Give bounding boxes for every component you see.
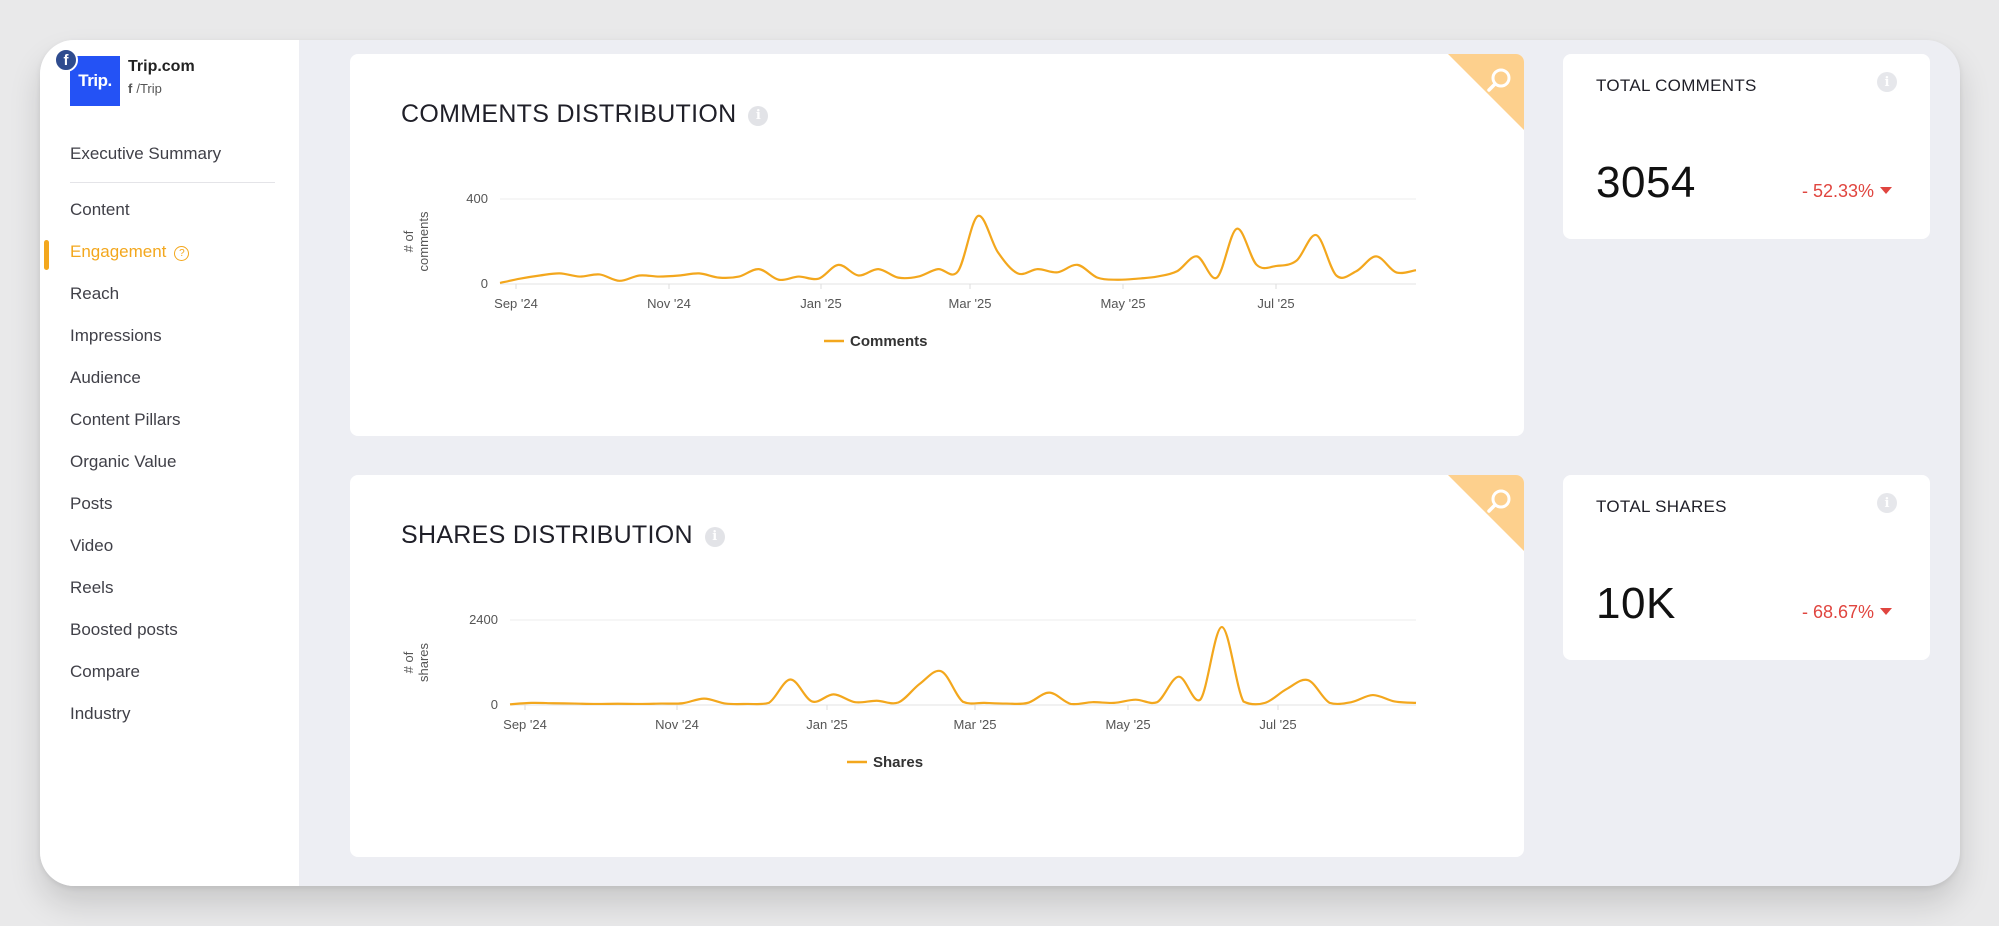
brand-handle: f/Trip [128,81,162,96]
x-tick-label: Nov '24 [647,296,691,311]
y-tick-label: 0 [481,276,488,291]
total-comments-card: TOTAL COMMENTS i 3054 - 52.33% [1563,54,1930,239]
app-window: Trip. f Trip.com f/Trip Executive Summar… [40,40,1960,886]
sidebar-item-industry[interactable]: Industry [70,704,130,724]
brand-name: Trip.com [128,58,195,75]
sidebar-item-label: Reach [70,284,120,303]
sidebar-item-label: Content Pillars [70,410,181,429]
corner-ribbon [1448,475,1524,551]
total-comments-title: TOTAL COMMENTS [1596,76,1757,95]
help-icon[interactable]: ? [174,246,190,261]
sidebar-item-engagement[interactable]: Engagement? [70,242,190,262]
zoom-corner-button[interactable] [1448,54,1524,130]
x-tick-label: Nov '24 [655,717,699,732]
sidebar-item-label: Content [70,200,130,219]
sidebar: Trip. f Trip.com f/Trip Executive Summar… [40,40,299,886]
info-icon[interactable]: i [704,526,725,547]
corner-ribbon [1448,54,1524,130]
sidebar-item-label: Compare [70,662,140,681]
total-comments-value: 3054 [1596,158,1696,207]
total-shares-title: TOTAL SHARES [1596,497,1727,516]
sidebar-item-label: Posts [70,494,113,513]
caret-down-icon [1880,187,1892,194]
y-tick-label: 0 [491,697,498,712]
info-icon[interactable]: i [1877,493,1897,513]
nav-divider [70,182,275,183]
change-text: - 52.33% [1801,181,1874,201]
sidebar-item-label: Engagement [70,242,167,261]
active-indicator [44,240,49,270]
sidebar-item-label: Boosted posts [70,620,178,639]
series-line-comments [499,214,1417,285]
sidebar-item-label: Impressions [70,326,162,345]
sidebar-item-label: Industry [70,704,131,723]
sidebar-item-label: Reels [70,578,114,597]
sidebar-item-label: Executive Summary [70,144,222,163]
sidebar-item-video[interactable]: Video [70,536,113,556]
shares-distribution-card: SHARES DISTRIBUTION i 0 2400 # ofshares Sep … [350,475,1524,857]
x-tick-label: Mar '25 [954,717,997,732]
sidebar-item-posts[interactable]: Posts [70,494,113,514]
sidebar-item-executive-summary[interactable]: Executive Summary [70,144,221,164]
total-shares-change: - 68.67% [1802,602,1892,623]
caret-down-icon [1880,608,1892,615]
sidebar-item-content[interactable]: Content [70,200,130,220]
comments-distribution-card: COMMENTS DISTRIBUTION i 0 400 # ofcomments S… [350,54,1524,436]
y-axis-label: # ofshares [401,642,431,682]
comments-title-text: COMMENTS DISTRIBUTION [401,100,737,128]
sidebar-item-impressions[interactable]: Impressions [70,326,162,346]
brand-header[interactable]: Trip. f Trip.com f/Trip [54,48,290,106]
shares-distribution-title: SHARES DISTRIBUTION i [401,521,725,550]
x-tick-label: Sep '24 [494,296,538,311]
sidebar-item-organic-value[interactable]: Organic Value [70,452,176,472]
x-tick-label: May '25 [1105,717,1150,732]
series-line-shares [509,625,1417,706]
y-tick-label: 400 [466,191,488,206]
sidebar-item-boosted-posts[interactable]: Boosted posts [70,620,178,640]
info-icon[interactable]: i [748,105,769,126]
sidebar-item-label: Audience [70,368,141,387]
x-tick-label: Jan '25 [800,296,842,311]
change-text: - 68.67% [1801,602,1874,622]
x-tick-label: Mar '25 [949,296,992,311]
sidebar-item-reach[interactable]: Reach [70,284,119,304]
x-tick-label: Sep '24 [503,717,547,732]
x-tick-label: Jul '25 [1259,717,1296,732]
legend-label: Shares [873,754,923,771]
x-tick-label: Jul '25 [1257,296,1294,311]
facebook-icon: f [54,48,78,72]
comments-distribution-title: COMMENTS DISTRIBUTION i [401,100,769,129]
total-comments-change: - 52.33% [1802,181,1892,202]
x-tick-label: May '25 [1100,296,1145,311]
sidebar-item-label: Video [70,536,114,555]
brand-logo: Trip. [70,56,120,106]
search-icon [1487,489,1511,513]
sidebar-item-audience[interactable]: Audience [70,368,141,388]
sidebar-item-label: Organic Value [70,452,177,471]
y-tick-label: 2400 [469,612,498,627]
shares-title-text: SHARES DISTRIBUTION [401,521,693,549]
y-axis-label: # ofcomments [401,211,431,271]
zoom-corner-button[interactable] [1448,475,1524,551]
sidebar-item-reels[interactable]: Reels [70,578,113,598]
facebook-small-icon: f [128,81,133,96]
sidebar-item-compare[interactable]: Compare [70,662,140,682]
info-icon[interactable]: i [1877,72,1897,92]
total-shares-value: 10K [1596,579,1676,628]
search-icon [1487,68,1511,92]
x-tick-label: Jan '25 [806,717,848,732]
brand-handle-text: /Trip [136,81,162,96]
sidebar-item-content-pillars[interactable]: Content Pillars [70,410,181,430]
legend-label: Comments [850,333,928,350]
total-shares-card: TOTAL SHARES i 10K - 68.67% [1563,475,1930,660]
